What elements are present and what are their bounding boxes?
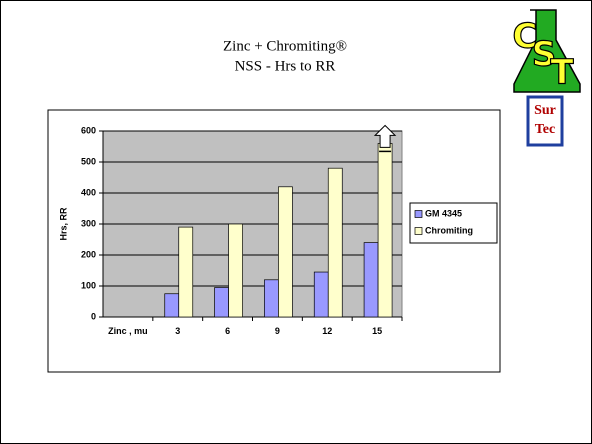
logo-box: [526, 95, 564, 147]
x-tick-label: 6: [225, 326, 231, 336]
logo-flask: [513, 9, 581, 93]
logo-text: Tec: [535, 122, 555, 137]
logo-letter: T: [550, 53, 574, 93]
x-tick-label: Zinc , mu: [108, 326, 148, 336]
y-tick-label: 500: [81, 156, 96, 166]
x-tick-label: 9: [274, 326, 280, 336]
y-tick-label: 0: [91, 311, 96, 321]
bar: [278, 186, 293, 318]
y-tick-label: 200: [81, 249, 96, 259]
bar: [264, 279, 279, 318]
y-tick-label: 400: [81, 187, 96, 197]
legend-label: Chromiting: [425, 225, 473, 235]
y-tick-label: 600: [81, 125, 96, 135]
bar: [313, 271, 329, 318]
title-line: NSS - Hrs to RR: [235, 58, 336, 74]
y-tick-label: 300: [81, 218, 96, 228]
logo-text: Sur: [534, 103, 556, 118]
logo-letter: C: [513, 17, 538, 57]
x-tick-label-box: 9: [274, 326, 280, 336]
bar: [164, 293, 180, 318]
x-tick-label-box: Zinc , mu: [108, 326, 148, 336]
legend-swatch: [414, 210, 423, 218]
y-axis-label: Hrs, RR: [58, 207, 68, 241]
x-tick-label: 3: [175, 326, 181, 336]
y-tick-label: 100: [81, 280, 96, 290]
logo-letter: S: [532, 35, 557, 75]
legend: [409, 202, 498, 244]
bar: [377, 143, 393, 318]
legend-swatch: [414, 227, 423, 235]
x-tick-label-box: 3: [175, 326, 181, 336]
bar: [327, 167, 343, 318]
x-tick-label: 15: [372, 326, 383, 336]
title-line: Zinc + Chromiting®: [223, 38, 347, 54]
bar: [178, 226, 194, 318]
x-tick-label: 12: [322, 326, 333, 336]
bar: [228, 223, 243, 318]
bar: [214, 287, 229, 318]
x-tick-label-box: 12: [322, 326, 333, 336]
x-tick-label-box: 15: [372, 326, 383, 336]
legend-label: GM 4345: [425, 208, 462, 218]
bar: [363, 242, 379, 318]
x-tick-label-box: 6: [225, 326, 231, 336]
continuation-arrow: [373, 124, 397, 148]
logo: C S T Sur Tec: [512, 9, 581, 147]
